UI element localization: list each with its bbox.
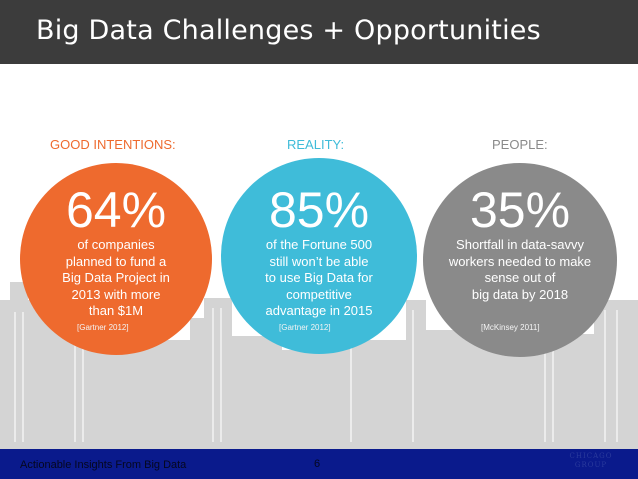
label-good-intentions: GOOD INTENTIONS: [50,137,176,152]
source-people: [McKinsey 2011] [481,323,540,332]
circle-good-intentions: 64% of companies planned to fund a Big D… [20,163,212,355]
source-good-intentions: [Gartner 2012] [77,323,129,332]
label-reality: REALITY: [287,137,345,152]
circle-reality: 85% of the Fortune 500 still won’t be ab… [221,158,417,354]
label-people: PEOPLE: [492,137,548,152]
description-people: Shortfall in data-savvy workers needed t… [448,237,592,302]
source-reality: [Gartner 2012] [279,323,331,332]
slide-title: Big Data Challenges + Opportunities [36,15,541,46]
title-bar: Big Data Challenges + Opportunities [0,0,638,64]
logo-line-1: CHICAGO [569,452,613,460]
circle-people: 35% Shortfall in data-savvy workers need… [423,163,617,357]
logo-line-2: GROUP [574,461,608,469]
percent-reality: 85% [268,182,370,238]
page-number: 6 [314,458,321,470]
footer-caption: Actionable Insights From Big Data [20,459,187,471]
percent-people: 35% [469,182,571,238]
chicago-group-logo: CHICAGO GROUP [560,452,622,476]
percent-good-intentions: 64% [65,182,167,238]
description-reality: of the Fortune 500 still won’t be able t… [265,237,373,318]
footer-bar: Actionable Insights From Big Data 6 CHIC… [0,449,638,479]
description-good-intentions: of companies planned to fund a Big Data … [62,237,170,318]
